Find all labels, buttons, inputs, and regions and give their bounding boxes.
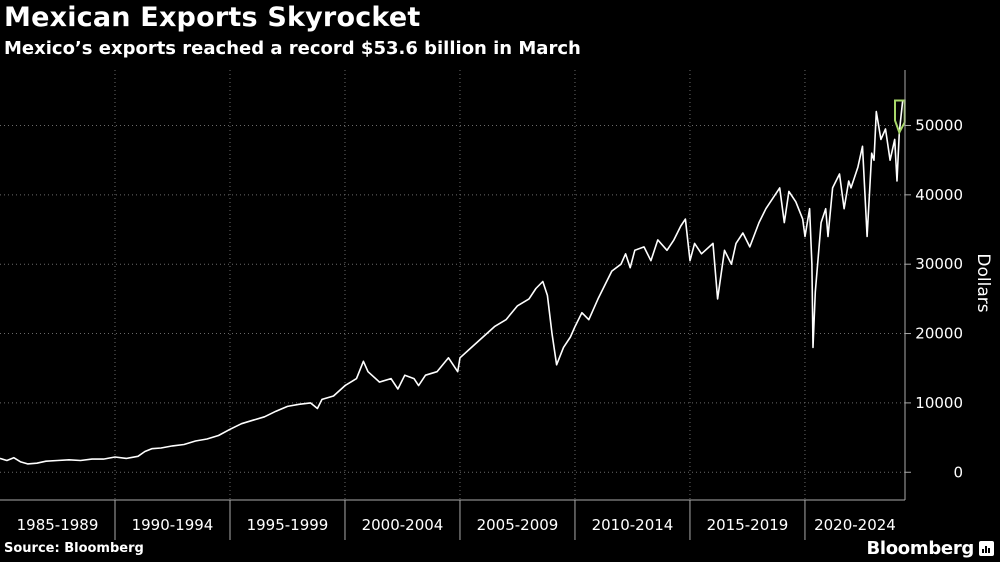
- x-tick-label: 2005-2009: [477, 516, 559, 534]
- bloomberg-chart-icon: [979, 541, 994, 556]
- x-tick-label: 2010-2014: [592, 516, 674, 534]
- source-note: Source: Bloomberg: [4, 541, 144, 556]
- y-tick-label: 40000: [915, 186, 963, 204]
- highlight-record-marker: [894, 99, 906, 135]
- chart-subtitle: Mexico’s exports reached a record $53.6 …: [4, 38, 581, 59]
- y-tick-label: 10000: [915, 394, 963, 412]
- y-tick-label: 30000: [915, 255, 963, 273]
- y-tick-label: 20000: [915, 325, 963, 343]
- x-tick-label: 1995-1999: [247, 516, 329, 534]
- x-tick-label: 2020-2024: [814, 516, 896, 534]
- y-tick-label: 0: [953, 463, 963, 481]
- series-layer: [0, 99, 906, 465]
- grid: [0, 70, 905, 500]
- chart-title: Mexican Exports Skyrocket: [4, 2, 421, 33]
- y-axis: 0 10000 20000 30000 40000 50000: [904, 70, 963, 500]
- x-axis: 1985-1989 1990-1994 1995-1999 2000-2004 2005…: [0, 499, 905, 540]
- series-line: [0, 100, 904, 465]
- bloomberg-logo: Bloomberg: [866, 538, 974, 559]
- x-tick-label: 2000-2004: [362, 516, 444, 534]
- x-tick-label: 2015-2019: [707, 516, 789, 534]
- x-tick-label: 1990-1994: [132, 516, 214, 534]
- x-tick-label: 1985-1989: [17, 516, 99, 534]
- y-tick-label: 50000: [915, 116, 963, 134]
- y-axis-label: Dollars: [973, 253, 993, 312]
